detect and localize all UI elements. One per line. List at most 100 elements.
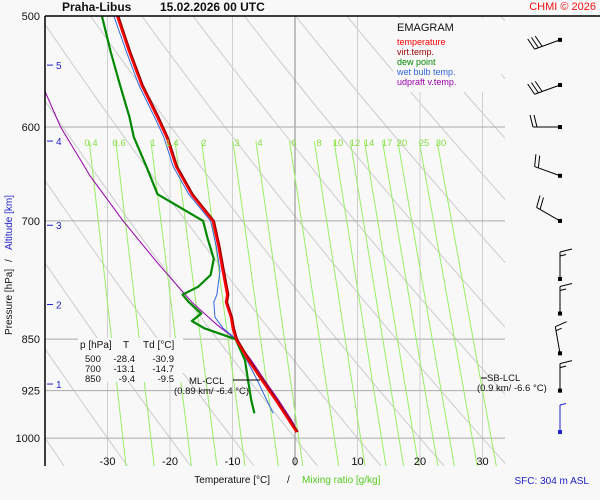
wind-barb-station-dot	[558, 83, 562, 88]
mixing-ratio-line	[255, 140, 304, 466]
station-table: p [hPa] T Td [°C] 500 -28.4 -30.9 700 -1…	[78, 338, 183, 385]
dry-adiabat-line	[192, 16, 505, 395]
wind-barb-station-dot	[558, 311, 562, 316]
dry-adiabat-line	[141, 16, 505, 464]
wind-barb-staff	[536, 206, 561, 222]
y-axis-label-group: Pressure [hPa] / Altitude [km]	[4, 195, 15, 335]
mixing-ratio-label: 1	[150, 138, 155, 149]
table-cell: -9.5	[158, 374, 174, 385]
legend-temperature: temperature	[397, 37, 446, 47]
surface-info: SFC: 304 m ASL	[515, 476, 590, 487]
mixing-ratio-label: 3	[234, 138, 239, 149]
altitude-tick-label: 2	[56, 301, 62, 312]
mixing-ratio-label: 4	[257, 138, 262, 149]
labels: Praha-Libus 15.02.2026 00 UTC CHMI © 202…	[4, 0, 596, 487]
legend-box	[393, 18, 501, 92]
table-cell: -9.4	[119, 374, 135, 385]
wind-barb-feather	[534, 80, 543, 92]
y-axis-label-altitude: Altitude [km]	[4, 195, 15, 250]
wind-barbs	[527, 35, 573, 435]
pressure-tick-label: 500	[22, 11, 40, 23]
wind-barb-feather	[555, 327, 562, 332]
pressure-tick-label: 850	[22, 334, 40, 346]
station-name: Praha-Libus	[62, 0, 132, 14]
dry-adiabat-line	[294, 16, 505, 264]
mixing-ratio-label: 8	[316, 138, 321, 149]
wind-barb-feather	[531, 82, 539, 94]
mixing-ratio-line	[363, 140, 420, 466]
dry-adiabat-line	[580, 0, 600, 474]
mixing-ratio-label: 25	[419, 138, 430, 149]
wind-barb	[527, 35, 562, 50]
wind-barb	[558, 403, 567, 435]
mixing-ratio-line	[381, 140, 439, 466]
table-cell: 500	[85, 354, 101, 365]
mixing-ratio-label: 17	[382, 138, 393, 149]
table-cell: 700	[85, 364, 101, 375]
wind-barb-station-dot	[558, 276, 562, 281]
wind-barb-feather	[527, 38, 536, 50]
wind-barb-feather	[559, 283, 573, 288]
mixing-ratio-lines	[88, 140, 497, 466]
wind-barb-station-dot	[558, 218, 562, 223]
wind-barb-station-dot	[558, 173, 562, 178]
wind-barb-station-dot	[558, 125, 562, 130]
wind-barb	[554, 321, 567, 356]
wind-barb-feather	[559, 365, 567, 369]
y-axis-separator: /	[4, 259, 15, 262]
mixing-ratio-line	[88, 140, 127, 466]
wind-barb-feather	[559, 248, 573, 253]
wind-barb-feather	[559, 403, 567, 406]
wind-barb	[536, 195, 562, 223]
temperature-tick-label: -10	[225, 456, 241, 468]
dry-adiabat-line	[45, 100, 319, 466]
legend-virt-temp: virt.temp.	[397, 47, 434, 57]
dry-adiabat-line	[397, 16, 505, 139]
mixing-ratio-line	[349, 140, 405, 466]
wind-barb	[529, 114, 562, 130]
pressure-tick-label: 600	[22, 122, 40, 134]
mixing-ratio-label: 0.6	[112, 138, 125, 149]
wind-barb-staff	[534, 39, 561, 50]
dry-adiabat-line	[45, 179, 255, 466]
wind-barb	[534, 154, 562, 178]
mixing-ratio-label: 6	[291, 138, 296, 149]
wind-barb	[527, 80, 562, 95]
legend-dew-point: dew point	[397, 57, 436, 67]
mixing-ratio-label: 12	[350, 138, 361, 149]
mixing-ratio-label: 1.4	[165, 138, 178, 149]
ml-ccl-detail: (0.89 km/ -6.4 °C)	[174, 386, 249, 397]
wind-barb-feather	[555, 321, 567, 328]
legend-title: EMAGRAM	[397, 22, 454, 34]
station-table-bg	[78, 338, 183, 382]
table-cell: -13.1	[113, 364, 135, 375]
mixing-ratio-label: 30	[436, 138, 447, 149]
temperature-tick-label: -20	[162, 456, 178, 468]
x-axis-label-mixing: Mixing ratio [g/kg]	[302, 475, 381, 486]
mixing-ratio-line	[232, 140, 279, 466]
mixing-ratio-line	[333, 140, 387, 466]
table-cell: -14.7	[152, 364, 174, 375]
pressure-tick-label: 1000	[16, 433, 40, 445]
sb-lcl-label: SB-LCL	[487, 373, 520, 384]
wind-barb	[558, 360, 573, 393]
wind-barb-staff	[534, 166, 561, 177]
wind-barb-feather	[534, 154, 537, 167]
wind-barb-feather	[537, 155, 541, 168]
copyright: CHMI © 2026	[529, 1, 596, 13]
pressure-tick-label: 700	[22, 216, 40, 228]
mixing-ratio-line	[174, 140, 218, 466]
legend-wet-bulb: wet bulb temp.	[396, 67, 456, 77]
series-lines	[45, 16, 299, 433]
wind-barb	[558, 283, 573, 316]
sb-lcl-detail: (0.9 km/ -6.6 °C)	[477, 383, 547, 394]
wind-barb	[558, 248, 573, 281]
mixing-ratio-line	[289, 140, 340, 466]
table-header-td: Td [°C]	[143, 340, 174, 351]
dry-adiabat-line	[89, 16, 445, 466]
wind-barb-feather	[559, 253, 567, 257]
table-cell: -30.9	[152, 354, 174, 365]
table-header-t: T	[123, 340, 129, 351]
wind-barb-station-dot	[558, 388, 562, 393]
